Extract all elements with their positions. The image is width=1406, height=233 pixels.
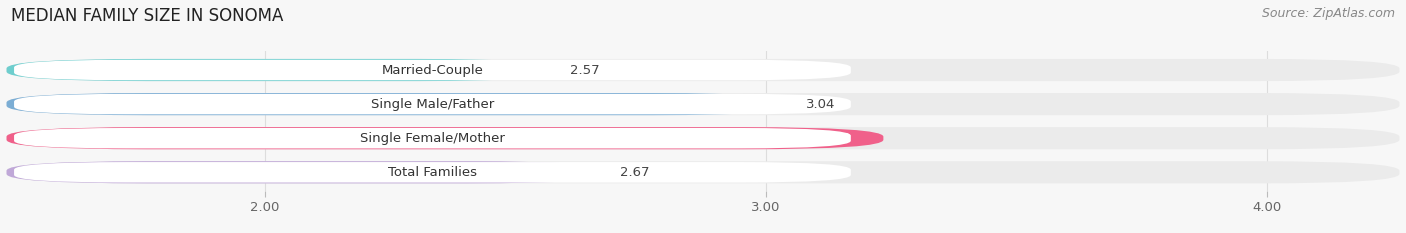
FancyBboxPatch shape: [7, 93, 1399, 115]
Text: 3.04: 3.04: [806, 98, 835, 111]
FancyBboxPatch shape: [14, 94, 851, 114]
Text: 2.57: 2.57: [571, 64, 600, 76]
Text: Source: ZipAtlas.com: Source: ZipAtlas.com: [1261, 7, 1395, 20]
FancyBboxPatch shape: [7, 161, 1399, 183]
FancyBboxPatch shape: [14, 128, 851, 148]
FancyBboxPatch shape: [7, 93, 793, 115]
Text: Married-Couple: Married-Couple: [381, 64, 484, 76]
Text: Total Families: Total Families: [388, 166, 477, 179]
FancyBboxPatch shape: [7, 161, 607, 183]
Text: 3.22: 3.22: [818, 132, 851, 145]
FancyBboxPatch shape: [14, 162, 851, 182]
FancyBboxPatch shape: [7, 127, 1399, 149]
Text: Single Female/Mother: Single Female/Mother: [360, 132, 505, 145]
FancyBboxPatch shape: [7, 59, 1399, 81]
Text: 2.67: 2.67: [620, 166, 650, 179]
Text: Single Male/Father: Single Male/Father: [371, 98, 494, 111]
FancyBboxPatch shape: [7, 59, 558, 81]
FancyBboxPatch shape: [14, 60, 851, 80]
Text: MEDIAN FAMILY SIZE IN SONOMA: MEDIAN FAMILY SIZE IN SONOMA: [11, 7, 284, 25]
FancyBboxPatch shape: [7, 127, 883, 149]
